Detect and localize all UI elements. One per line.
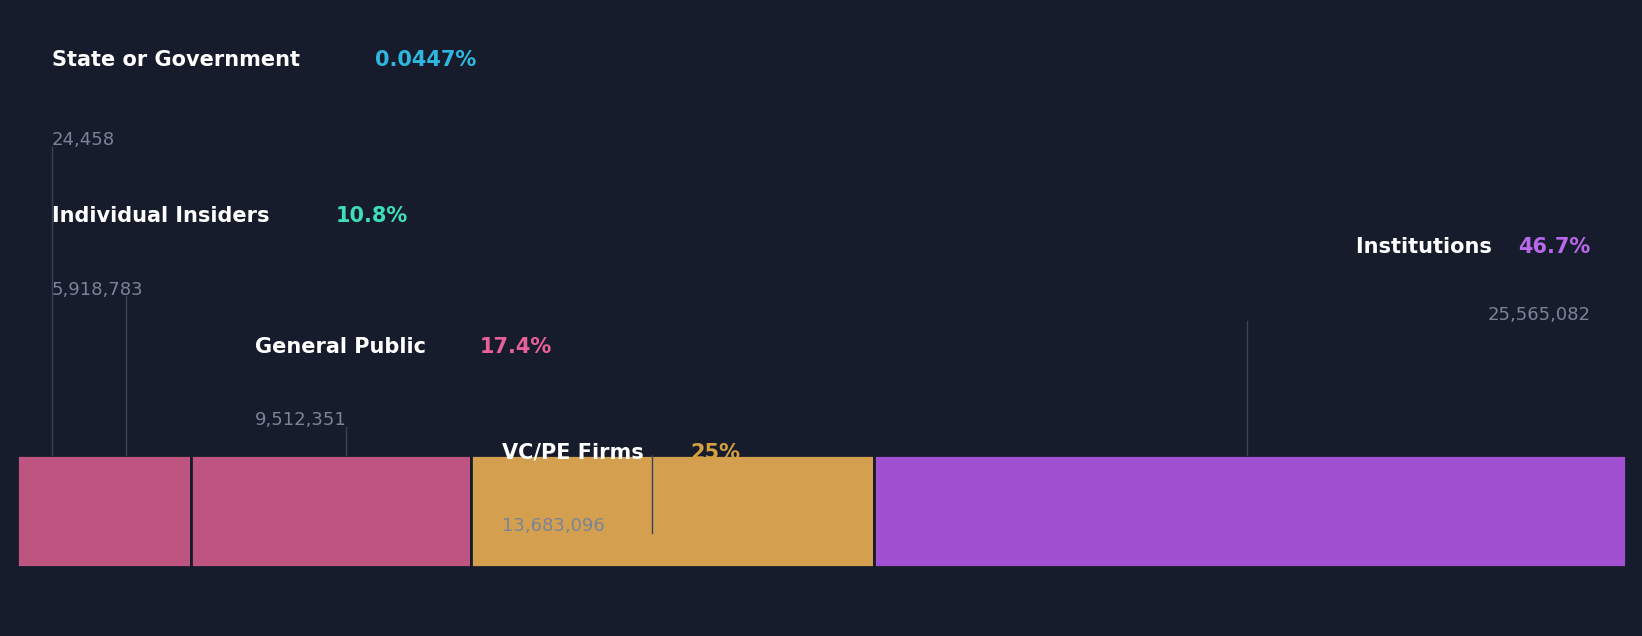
Bar [190,455,471,567]
Bar [874,455,1626,567]
Text: State or Government: State or Government [53,50,307,70]
Bar [471,455,874,567]
Text: 46.7%: 46.7% [1517,237,1589,257]
Text: 9,512,351: 9,512,351 [255,411,346,429]
Text: Individual Insiders: Individual Insiders [53,206,276,226]
Text: 0.0447%: 0.0447% [374,50,476,70]
Text: 25%: 25% [691,443,741,462]
Text: 17.4%: 17.4% [479,336,552,357]
Text: 5,918,783: 5,918,783 [53,280,143,299]
Bar [16,455,190,567]
Text: 10.8%: 10.8% [337,206,409,226]
Text: General Public: General Public [255,336,433,357]
Text: VC/PE Firms: VC/PE Firms [502,443,652,462]
Text: Institutions: Institutions [1356,237,1499,257]
Text: 24,458: 24,458 [53,131,115,149]
Text: 25,565,082: 25,565,082 [1488,305,1589,324]
Text: 13,683,096: 13,683,096 [502,518,606,536]
